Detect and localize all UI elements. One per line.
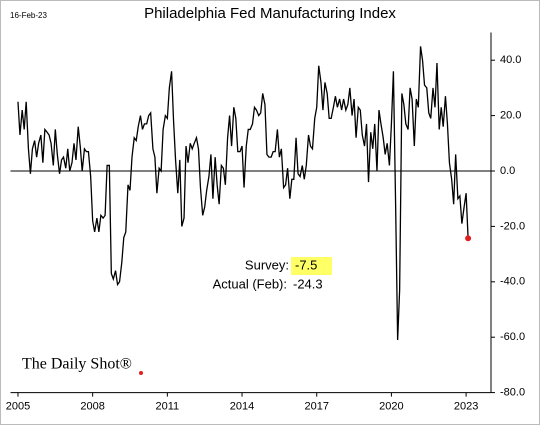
date-label: 16-Feb-23: [10, 11, 47, 20]
actual-label: Actual (Feb):: [213, 276, 287, 291]
x-tick-label: 2005: [6, 401, 30, 413]
last-point: [465, 235, 472, 242]
y-tick-label: 40.0: [500, 54, 521, 66]
source-logo: The Daily Shot®: [22, 356, 132, 373]
logo-dot: [139, 371, 143, 375]
survey-value: -7.5: [295, 257, 317, 272]
x-tick-label: 2023: [454, 401, 478, 413]
y-tick-label: 20.0: [500, 110, 521, 122]
x-tick-label: 2014: [230, 401, 254, 413]
x-tick-label: 2011: [156, 401, 180, 413]
x-tick-label: 2017: [304, 401, 328, 413]
x-tick-label: 2020: [379, 401, 403, 413]
actual-value: -24.3: [293, 276, 323, 291]
y-tick-label: -40.0: [500, 276, 525, 288]
survey-label: Survey:: [245, 257, 289, 272]
y-tick-label: -80.0: [500, 387, 525, 399]
survey-highlight: [291, 257, 332, 275]
y-tick-label: -20.0: [500, 220, 525, 232]
x-tick-label: 2008: [80, 401, 104, 413]
series-line: [17, 46, 469, 340]
chart-title: Philadelphia Fed Manufacturing Index: [144, 5, 396, 22]
y-tick-label: 0.0: [500, 165, 515, 177]
y-tick-label: -60.0: [500, 331, 525, 343]
